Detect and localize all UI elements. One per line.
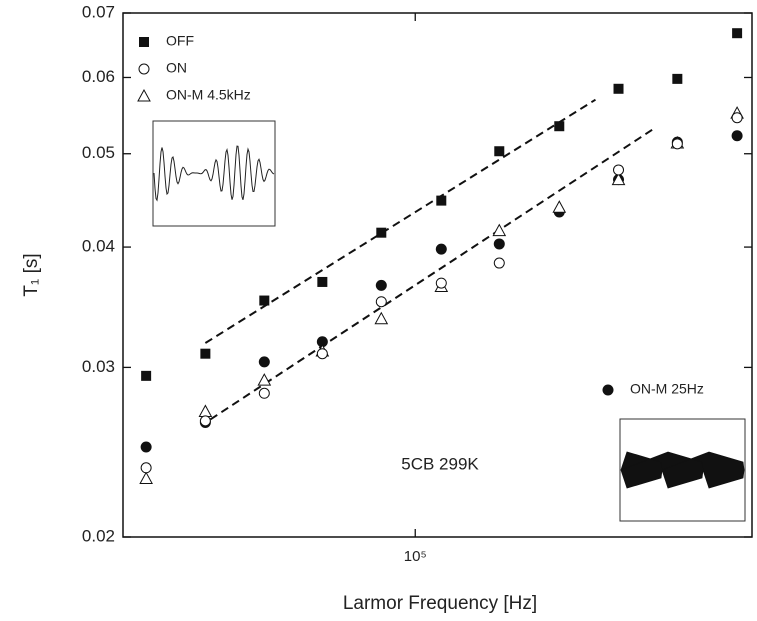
y-tick-label: 0.05 [82, 143, 115, 162]
point [257, 373, 272, 386]
fit-line [204, 98, 597, 344]
x-tick-label: 10⁵ [404, 548, 427, 565]
annotation: 5CB 299K [401, 454, 479, 473]
point [492, 223, 507, 237]
point [493, 257, 505, 269]
inset-top [152, 120, 276, 227]
point [198, 404, 213, 417]
point [554, 121, 565, 132]
point [731, 130, 743, 142]
point [199, 415, 211, 427]
point [731, 112, 743, 124]
point [259, 295, 270, 306]
point [317, 276, 328, 287]
point [140, 441, 152, 453]
legend-marker [137, 88, 151, 102]
point [672, 73, 683, 84]
fit-line [210, 126, 656, 421]
point [374, 311, 389, 325]
point [613, 83, 624, 94]
y-tick-label: 0.06 [82, 67, 115, 86]
point [435, 243, 447, 255]
point [494, 146, 505, 157]
point [200, 348, 211, 359]
point [141, 370, 152, 381]
point [258, 387, 270, 399]
plot-frame [122, 12, 753, 538]
point [375, 279, 387, 291]
y-tick-label: 0.03 [82, 357, 115, 376]
point [258, 356, 270, 368]
point [435, 277, 447, 289]
point [139, 471, 153, 485]
point [316, 336, 328, 348]
x-axis-label: Larmor Frequency [Hz] [343, 593, 537, 614]
y-tick-label: 0.04 [82, 237, 115, 256]
point [436, 195, 447, 206]
legend-marker [139, 37, 149, 47]
point [493, 238, 505, 250]
inset-bottom [619, 418, 746, 522]
point [552, 200, 567, 213]
point [316, 348, 328, 360]
legend-label: ON-M 25Hz [630, 381, 704, 397]
legend-marker [138, 63, 150, 75]
y-tick-label: 0.02 [82, 526, 115, 545]
legend-label: ON [166, 60, 187, 76]
point [140, 462, 152, 474]
point [613, 164, 625, 176]
point [376, 227, 387, 238]
y-tick-label: 0.07 [82, 2, 115, 21]
legend-label: OFF [166, 33, 194, 49]
point [732, 28, 743, 39]
point [375, 296, 387, 308]
point [611, 172, 626, 186]
point [671, 138, 683, 150]
y-axis-label: T₁ [s] [21, 253, 42, 296]
legend-label: ON-M 4.5kHz [166, 87, 251, 103]
legend-marker [602, 384, 614, 396]
